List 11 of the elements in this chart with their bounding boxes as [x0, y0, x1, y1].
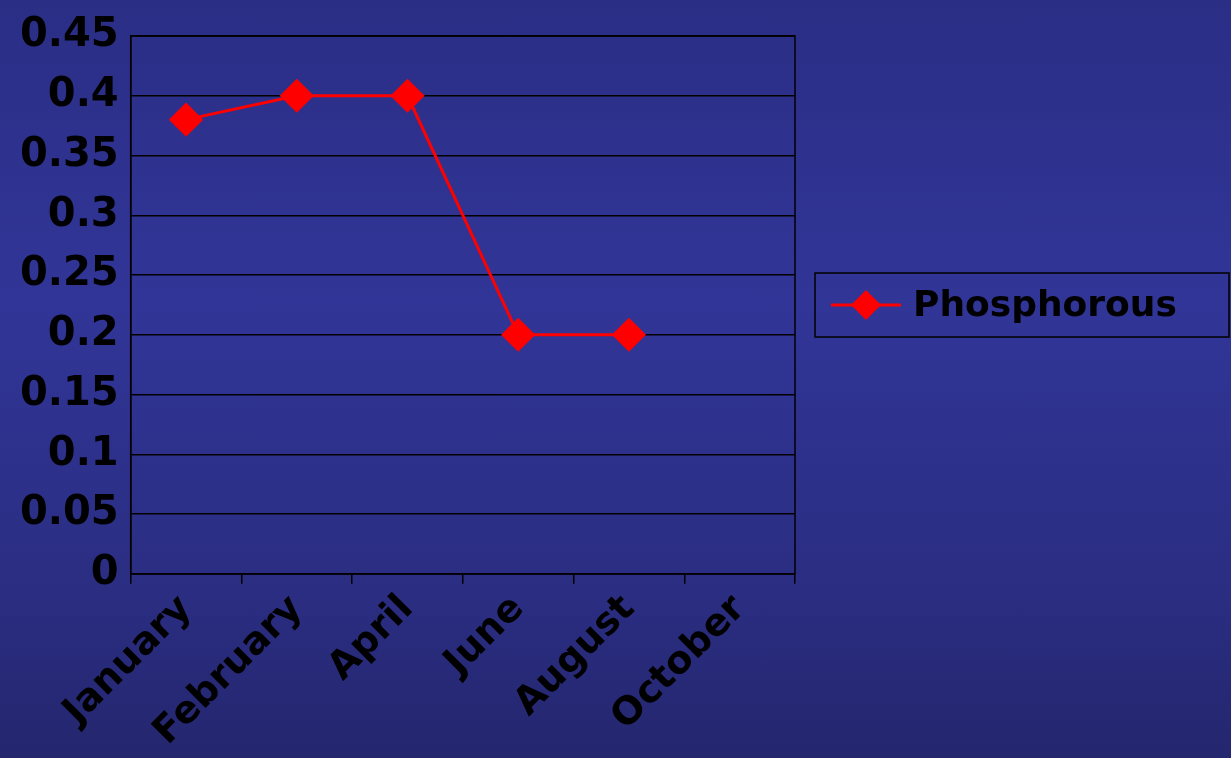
- y-tick-label: 0.1: [47, 427, 119, 474]
- y-tick-label: 0.2: [47, 308, 119, 355]
- y-tick-label: 0.35: [19, 128, 119, 175]
- y-tick-label: 0: [90, 547, 119, 594]
- y-tick-label: 0.3: [47, 188, 119, 235]
- y-tick-label: 0.4: [47, 69, 119, 116]
- y-tick-label: 0.05: [19, 487, 119, 534]
- y-tick-label: 0.25: [19, 248, 119, 295]
- y-tick-label: 0.45: [19, 9, 119, 56]
- legend-label: Phosphorous: [913, 283, 1177, 325]
- y-tick-label: 0.15: [19, 367, 119, 414]
